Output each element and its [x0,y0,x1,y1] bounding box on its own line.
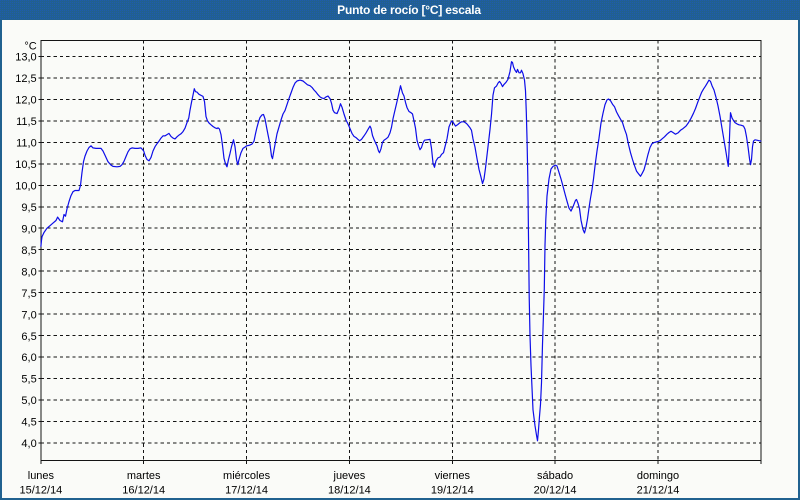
svg-text:sábado: sábado [537,470,573,482]
svg-text:viernes: viernes [435,470,471,482]
svg-text:20/12/14: 20/12/14 [534,485,577,497]
svg-text:8,5: 8,5 [21,245,36,257]
svg-text:6,5: 6,5 [21,331,36,343]
svg-text:11,5: 11,5 [16,116,37,128]
svg-text:4,5: 4,5 [21,417,36,429]
svg-text:jueves: jueves [333,470,366,482]
svg-text:17/12/14: 17/12/14 [225,485,268,497]
svg-text:16/12/14: 16/12/14 [122,485,165,497]
svg-text:7,5: 7,5 [21,288,36,300]
svg-text:4,0: 4,0 [21,438,36,450]
svg-text:12,5: 12,5 [15,73,36,85]
svg-text:15/12/14: 15/12/14 [19,485,62,497]
svg-text:°C: °C [24,41,36,53]
svg-text:9,0: 9,0 [21,223,36,235]
svg-text:martes: martes [127,470,161,482]
svg-text:21/12/14: 21/12/14 [637,485,680,497]
svg-text:7,0: 7,0 [21,309,36,321]
svg-text:domingo: domingo [637,470,679,482]
svg-text:5,5: 5,5 [21,374,36,386]
svg-text:12,0: 12,0 [15,95,36,107]
svg-text:6,0: 6,0 [21,352,36,364]
svg-text:18/12/14: 18/12/14 [328,485,371,497]
svg-text:lunes: lunes [28,470,55,482]
svg-text:9,5: 9,5 [21,202,36,214]
svg-text:10,5: 10,5 [15,159,36,171]
svg-text:11,0: 11,0 [16,138,37,150]
svg-text:10,0: 10,0 [15,181,36,193]
svg-text:5,0: 5,0 [21,395,36,407]
svg-text:19/12/14: 19/12/14 [431,485,474,497]
svg-text:13,0: 13,0 [15,52,36,64]
svg-text:miércoles: miércoles [223,470,271,482]
svg-text:8,0: 8,0 [21,266,36,278]
